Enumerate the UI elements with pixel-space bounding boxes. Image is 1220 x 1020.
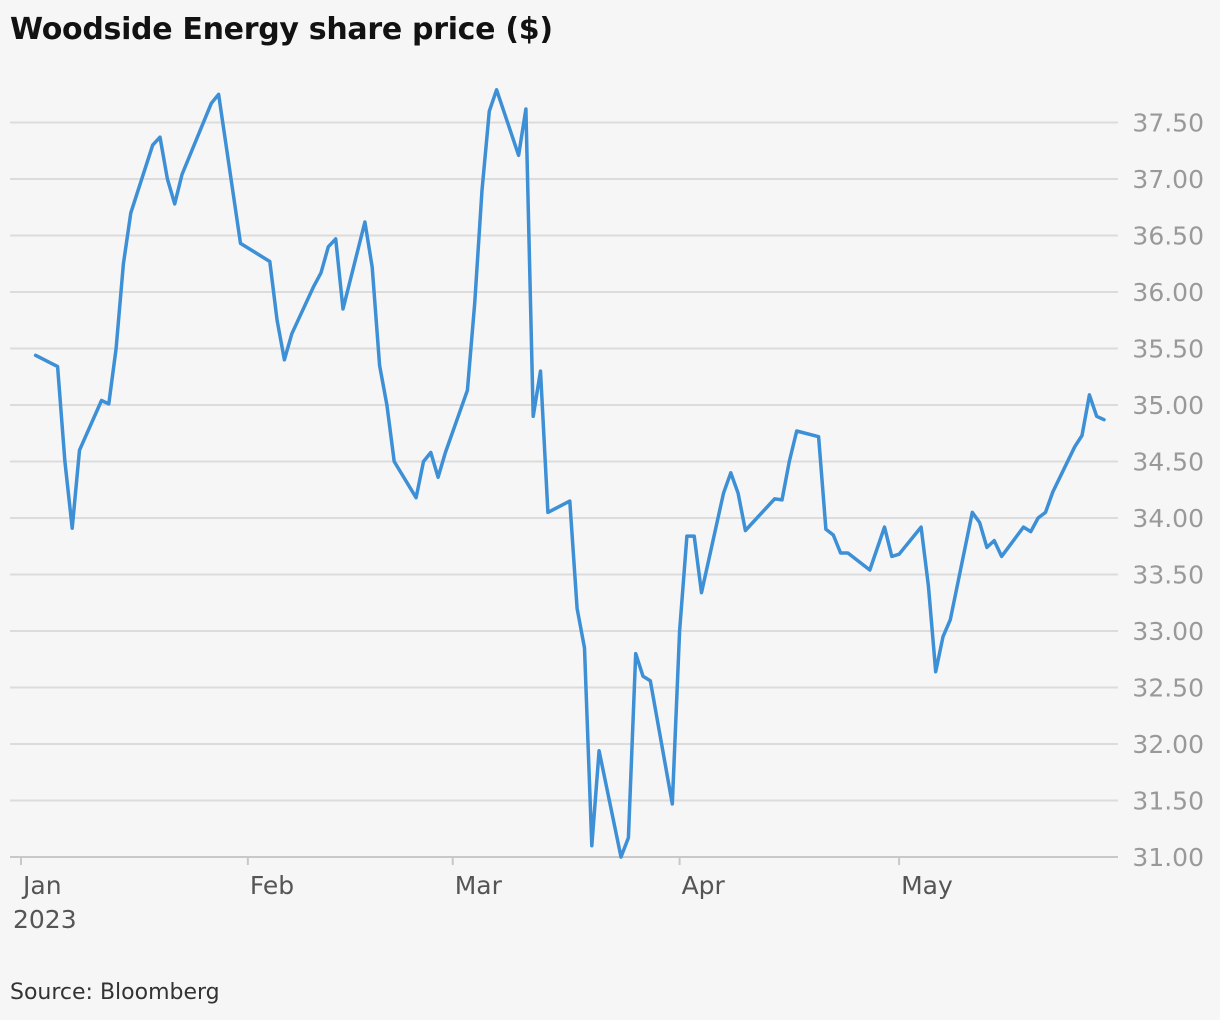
y-tick-label: 32.50 bbox=[1132, 674, 1204, 703]
y-tick-label: 37.50 bbox=[1132, 109, 1204, 138]
y-tick-label: 34.00 bbox=[1132, 504, 1204, 533]
y-tick-label: 33.50 bbox=[1132, 561, 1204, 590]
y-tick-label: 34.50 bbox=[1132, 448, 1204, 477]
x-tick-label: May bbox=[901, 871, 953, 900]
x-tick-label: Apr bbox=[682, 871, 726, 900]
grid-lines bbox=[10, 121, 1118, 858]
x-tick-year-label: 2023 bbox=[13, 905, 77, 934]
x-axis: Jan 2023 Feb Mar Apr May bbox=[13, 857, 953, 934]
x-tick-label: Jan bbox=[21, 871, 62, 900]
y-tick-label: 35.00 bbox=[1132, 391, 1204, 420]
source-note: Source: Bloomberg bbox=[10, 980, 220, 1005]
x-tick-label: Mar bbox=[455, 871, 503, 900]
y-tick-label: 31.50 bbox=[1132, 787, 1204, 816]
y-tick-label: 35.50 bbox=[1132, 335, 1204, 364]
series-line-share-price bbox=[33, 88, 1106, 859]
y-tick-label: 36.50 bbox=[1132, 222, 1204, 251]
y-axis: 31.00 31.50 32.00 32.50 33.00 33.50 34.00 34.50… bbox=[1132, 109, 1204, 872]
chart-title: Woodside Energy share price ($) bbox=[10, 12, 553, 47]
y-tick-label: 36.00 bbox=[1132, 278, 1204, 307]
y-tick-label: 32.00 bbox=[1132, 730, 1204, 759]
line-chart: 31.00 31.50 32.00 32.50 33.00 33.50 34.00 34.50… bbox=[10, 88, 1204, 934]
y-tick-label: 31.00 bbox=[1132, 843, 1204, 872]
y-tick-label: 33.00 bbox=[1132, 617, 1204, 646]
y-tick-label: 37.00 bbox=[1132, 165, 1204, 194]
x-tick-label: Feb bbox=[250, 871, 294, 900]
series-group bbox=[33, 88, 1106, 859]
